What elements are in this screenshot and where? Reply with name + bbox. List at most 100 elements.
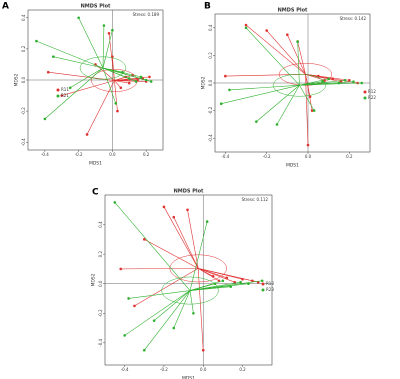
spider-line bbox=[305, 74, 311, 97]
spider-line bbox=[102, 67, 152, 82]
spider-line bbox=[114, 80, 122, 88]
spider-line bbox=[299, 85, 315, 111]
point bbox=[251, 279, 254, 283]
legend-label: R21 bbox=[61, 93, 69, 98]
point bbox=[275, 123, 279, 126]
point bbox=[221, 279, 225, 283]
legend-label: R13 bbox=[266, 281, 274, 286]
point bbox=[201, 348, 205, 352]
point bbox=[239, 280, 242, 284]
point bbox=[52, 55, 55, 58]
y-axis-label: MDS2 bbox=[14, 73, 20, 86]
spider-line bbox=[173, 217, 199, 269]
point bbox=[244, 26, 248, 30]
spider-line bbox=[299, 78, 329, 86]
spider-line bbox=[173, 290, 191, 329]
spider-line bbox=[120, 268, 199, 270]
chart-title: NMDS Plot bbox=[278, 8, 308, 14]
point bbox=[35, 39, 38, 43]
spider-line bbox=[128, 290, 191, 299]
point bbox=[144, 78, 148, 82]
chart-title: NMDS Plot bbox=[81, 4, 111, 10]
spider-line bbox=[61, 80, 115, 96]
point bbox=[152, 319, 156, 322]
point bbox=[43, 117, 47, 121]
spider-line bbox=[189, 280, 223, 291]
panel-letter: A bbox=[2, 2, 9, 12]
x-axis-label: MDS1 bbox=[182, 376, 195, 379]
spider-line bbox=[114, 75, 133, 81]
spider-line bbox=[287, 34, 306, 75]
legend-swatch bbox=[363, 90, 367, 94]
spider-line bbox=[297, 41, 300, 86]
point bbox=[255, 120, 258, 123]
legend-swatch bbox=[261, 282, 265, 286]
spider-line bbox=[256, 85, 300, 122]
spider-line bbox=[144, 239, 199, 269]
point bbox=[116, 109, 119, 113]
legend-label: R22 bbox=[368, 95, 376, 100]
spider-line bbox=[163, 206, 199, 269]
legend-swatch bbox=[363, 96, 367, 100]
x-tick-label: 0.0 bbox=[109, 152, 116, 157]
point bbox=[127, 297, 130, 300]
spider-line bbox=[114, 80, 118, 112]
spider-line bbox=[305, 74, 309, 146]
point bbox=[68, 86, 72, 90]
group-ellipse bbox=[272, 73, 327, 97]
x-tick-label: 0.2 bbox=[239, 367, 246, 372]
point bbox=[142, 348, 146, 352]
y-tick-label: 0.0 bbox=[21, 76, 26, 83]
x-axis-label: MDS1 bbox=[89, 161, 102, 167]
spider-line bbox=[297, 41, 306, 75]
y-tick-label: 0.2 bbox=[21, 45, 26, 52]
point bbox=[192, 311, 195, 315]
point bbox=[119, 267, 123, 271]
stress-annotation: Stress: 0.112 bbox=[242, 197, 269, 202]
spider-line bbox=[299, 82, 362, 86]
point bbox=[111, 28, 114, 32]
spider-line bbox=[189, 290, 194, 314]
spider-line bbox=[198, 268, 220, 281]
spider-line bbox=[189, 221, 208, 291]
spider-line bbox=[229, 84, 300, 91]
legend-swatch bbox=[56, 88, 60, 92]
point bbox=[229, 285, 233, 288]
x-tick-label: 0.0 bbox=[200, 367, 207, 372]
point bbox=[139, 75, 143, 79]
point bbox=[211, 275, 215, 278]
x-tick-label: -0.2 bbox=[160, 367, 168, 372]
point bbox=[310, 109, 314, 112]
spider-line bbox=[153, 290, 191, 321]
spider-line bbox=[114, 80, 130, 84]
stress-annotation: Stress: 0.189 bbox=[133, 12, 160, 17]
panel-letter: C bbox=[92, 188, 99, 198]
point bbox=[241, 277, 244, 281]
plot-frame bbox=[104, 194, 273, 366]
point bbox=[111, 55, 114, 58]
point bbox=[121, 70, 124, 74]
spider-line bbox=[112, 56, 115, 81]
point bbox=[172, 215, 176, 219]
y-tick-label: 0.0 bbox=[208, 79, 213, 86]
y-tick-label: -0.2 bbox=[98, 309, 103, 317]
x-tick-label: -0.4 bbox=[221, 154, 229, 159]
spider-line bbox=[221, 84, 300, 104]
point bbox=[149, 80, 153, 83]
spider-line bbox=[144, 290, 191, 351]
x-tick-label: -0.2 bbox=[263, 154, 271, 159]
spider-line bbox=[114, 80, 147, 82]
point bbox=[127, 77, 131, 80]
point bbox=[247, 282, 250, 285]
spider-line bbox=[102, 67, 137, 82]
y-tick-label: 0.4 bbox=[208, 24, 213, 31]
spider-line bbox=[70, 67, 104, 89]
legend-swatch bbox=[261, 288, 265, 292]
y-axis-label: MDS2 bbox=[91, 273, 97, 286]
chart-title: NMDS Plot bbox=[174, 189, 204, 195]
y-tick-label: 0.4 bbox=[98, 221, 103, 228]
point bbox=[136, 78, 139, 82]
y-tick-label: -0.4 bbox=[98, 338, 103, 346]
